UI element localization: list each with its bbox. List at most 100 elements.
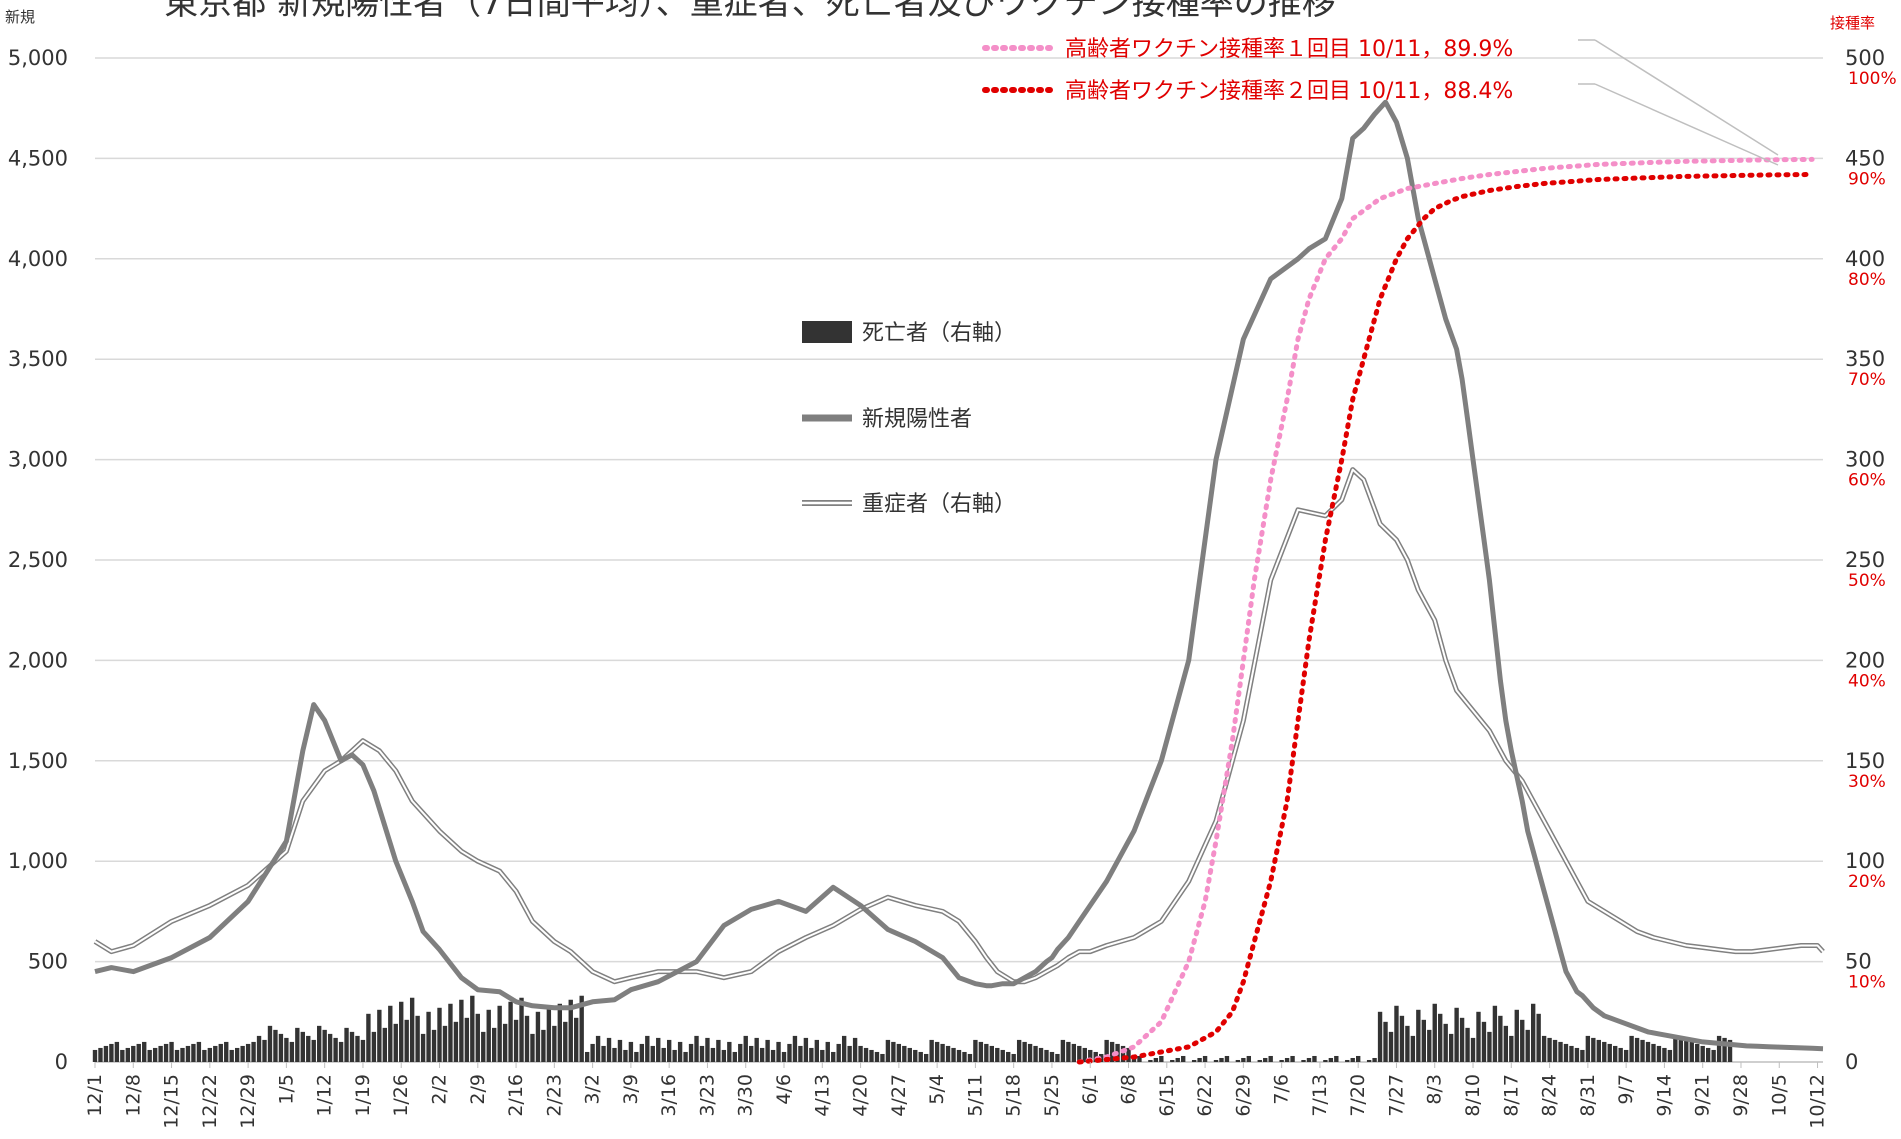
left-axis: 0 500 1,000 1,500 2,000 2,500 3,000 3,500 4,000 4… [8,46,68,1074]
death-bar [601,1045,606,1062]
x-tick-label: 3/30 [735,1074,757,1117]
death-bar [1224,1055,1230,1062]
death-bar [185,1045,191,1062]
death-bar [1202,1055,1208,1062]
death-bar [508,1001,513,1062]
death-bar [1016,1039,1022,1062]
death-bar [738,1043,743,1062]
death-bar [683,1051,688,1062]
death-bar [962,1051,967,1062]
death-bar [1170,1059,1175,1062]
death-bar [196,1041,202,1062]
death-bar [355,1035,360,1062]
death-bar [131,1045,136,1062]
death-bar [1066,1041,1071,1062]
new-cases-line [94,99,1824,1052]
death-bar [710,1047,716,1062]
death-bar [677,1041,683,1062]
death-bar [650,1045,655,1062]
right-tick-label: 200 [1845,648,1885,672]
left-tick-label: 3,000 [8,448,68,472]
death-bar [694,1035,699,1062]
death-bar [1175,1057,1180,1062]
death-bar [524,1015,530,1062]
death-bar [666,1039,672,1062]
death-bar [732,1051,737,1062]
death-bar [1405,1025,1410,1062]
x-tick-label: 10/5 [1768,1074,1790,1117]
death-bar [1574,1047,1580,1062]
percent-tick-label: 90% [1848,169,1886,189]
death-bar [852,1037,858,1062]
death-bar [1421,1019,1426,1062]
death-bar [1328,1057,1334,1062]
death-bar [224,1041,229,1062]
left-tick-label: 1,000 [8,849,68,873]
death-bar [1219,1057,1224,1062]
death-bar [1427,1029,1432,1062]
death-bar [1191,1059,1197,1062]
legend: 死亡者（右軸） 新規陽性者 重症者（右軸） [802,321,1016,517]
x-tick-label: 6/15 [1156,1074,1178,1117]
death-bar [1263,1057,1268,1062]
right-tick-label: 500 [1845,46,1885,70]
death-bar [541,1029,546,1062]
death-bar [1148,1059,1153,1062]
death-bar [1082,1047,1087,1062]
death-bar [535,1011,541,1062]
death-bar [1153,1057,1159,1062]
death-bar [453,1021,459,1062]
death-bar [431,1029,437,1062]
death-bar [1055,1053,1060,1062]
death-bar [1345,1059,1350,1062]
death-bar [628,1041,634,1062]
death-bar [344,1027,349,1062]
death-bar [1711,1049,1716,1062]
death-bar [721,1049,727,1062]
x-axis: 12/1 12/8 12/15 12/22 12/29 1/5 1/12 1/19 1/26 2/… [84,1062,1829,1129]
chart-title: 東京都 新規陽性者（7日間平均）、重症者、死亡者及びワクチン接種率の推移 [164,0,1335,23]
death-bar [158,1045,163,1062]
death-bar [120,1049,125,1062]
left-tick-label: 4,500 [8,146,68,170]
x-tick-label: 6/22 [1194,1074,1216,1117]
x-tick-label: 3/16 [658,1074,680,1117]
death-bar [759,1047,765,1062]
death-bar [1569,1045,1574,1062]
death-bar [1629,1035,1634,1062]
x-tick-label: 12/1 [84,1074,106,1117]
death-bar [1596,1039,1601,1062]
death-bar [114,1041,120,1062]
death-bar [98,1047,103,1062]
x-tick-label: 1/12 [314,1074,336,1117]
death-bar [1432,1003,1437,1062]
death-bar [174,1049,180,1062]
x-tick-label: 12/15 [161,1074,183,1129]
left-tick-label: 4,000 [8,247,68,271]
death-bar [1476,1011,1481,1062]
death-bar [907,1047,912,1062]
death-bar [984,1043,989,1062]
death-bar [152,1047,158,1062]
death-bar [563,1021,568,1062]
death-bar [1109,1041,1115,1062]
death-bar [798,1045,803,1062]
death-bar [1662,1047,1667,1062]
death-bar [956,1049,962,1062]
x-tick-label: 5/25 [1041,1074,1063,1117]
death-bar [1563,1043,1569,1062]
death-bar [896,1043,902,1062]
death-bar [989,1045,994,1062]
death-bar [284,1037,289,1062]
death-bar [792,1035,798,1062]
death-bar [1290,1055,1295,1062]
x-tick-label: 7/27 [1385,1074,1407,1117]
death-bar [218,1043,223,1062]
death-bar [688,1043,694,1062]
percent-axis: 10% 20% 30% 40% 50% 60% 70% 80% 90% 100% [1848,69,1897,993]
death-bar [289,1041,295,1062]
death-bar [1241,1057,1246,1062]
death-bar [727,1041,732,1062]
death-bar [1257,1059,1262,1062]
percent-tick-label: 40% [1848,671,1886,691]
